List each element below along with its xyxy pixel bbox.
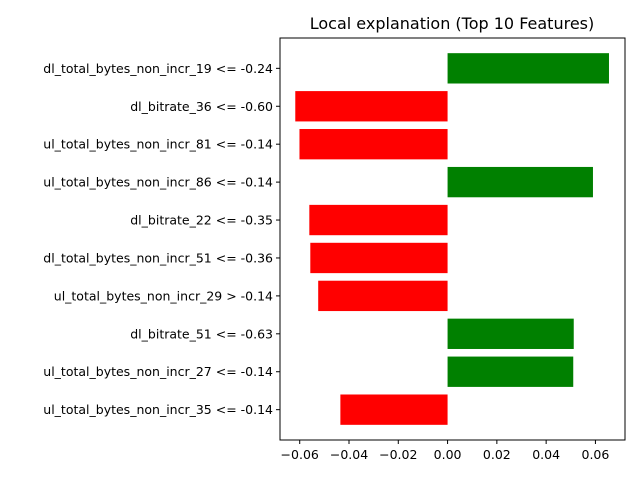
x-tick-label: 0.04	[532, 447, 560, 462]
bar-4	[447, 166, 593, 198]
y-tick-label: dl_bitrate_51 <= -0.63	[130, 326, 273, 341]
y-tick-label: ul_total_bytes_non_incr_35 <= -0.14	[43, 402, 273, 417]
x-tick-label: −0.04	[330, 447, 368, 462]
y-tick-label: dl_bitrate_22 <= -0.35	[130, 213, 273, 228]
y-tick-label: ul_total_bytes_non_incr_81 <= -0.14	[43, 137, 273, 152]
x-tick-label: 0.00	[434, 447, 462, 462]
y-tick-label: ul_total_bytes_non_incr_27 <= -0.14	[43, 364, 273, 379]
bar-8	[447, 318, 574, 349]
x-tick-label: −0.06	[281, 447, 319, 462]
y-tick-label: ul_total_bytes_non_incr_29 > -0.14	[54, 288, 273, 303]
bar-5	[309, 204, 448, 236]
chart-title: Local explanation (Top 10 Features)	[310, 14, 594, 33]
y-tick-label: dl_total_bytes_non_incr_19 <= -0.24	[43, 61, 273, 76]
bar-3	[299, 129, 448, 160]
bar-7	[318, 280, 448, 312]
axes-frame	[279, 37, 626, 441]
bar-9	[447, 356, 574, 387]
bar-10	[340, 394, 448, 425]
bar-6	[310, 242, 448, 274]
bar-1	[447, 53, 609, 84]
bars-group	[295, 53, 609, 425]
y-tick-labels: dl_total_bytes_non_incr_19 <= -0.24 dl_bi…	[43, 61, 280, 417]
bar-2	[295, 91, 448, 122]
x-tick-label: 0.02	[483, 447, 511, 462]
y-tick-label: dl_total_bytes_non_incr_51 <= -0.36	[43, 250, 273, 265]
y-tick-label: ul_total_bytes_non_incr_86 <= -0.14	[43, 175, 273, 190]
x-tick-label: 0.06	[582, 447, 610, 462]
x-tick-label: −0.02	[379, 447, 417, 462]
x-ticks: −0.06 −0.04 −0.02 0.00 0.02 0.04 0.06	[281, 440, 610, 462]
y-tick-label: dl_bitrate_36 <= -0.60	[130, 99, 273, 114]
